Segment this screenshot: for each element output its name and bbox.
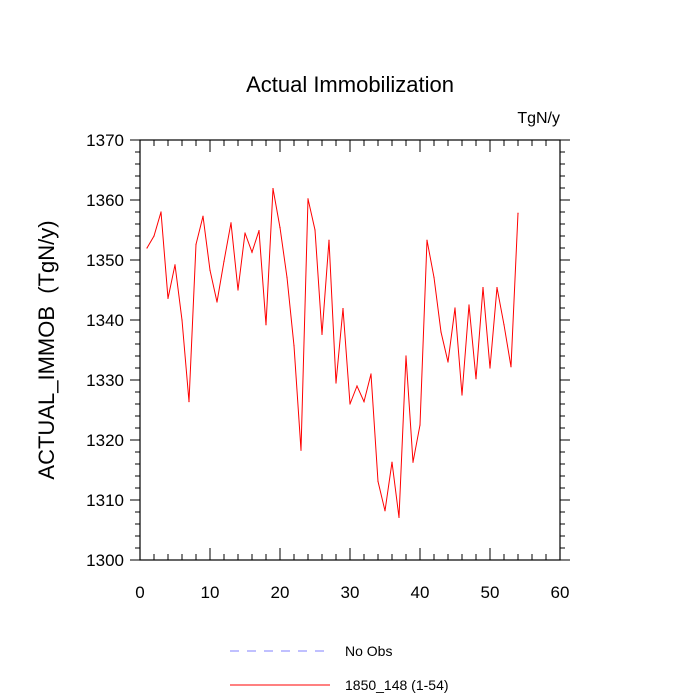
x-tick-label: 30	[341, 583, 360, 602]
data-point	[426, 239, 428, 241]
data-point	[321, 333, 323, 335]
y-tick-label: 1370	[86, 131, 124, 150]
y-tick-label: 1340	[86, 311, 124, 330]
data-point	[181, 319, 183, 321]
data-point	[307, 198, 309, 200]
chart-title: Actual Immobilization	[246, 72, 454, 97]
data-point	[230, 222, 232, 224]
data-point	[202, 215, 204, 217]
series-group	[146, 188, 519, 519]
data-point	[412, 461, 414, 463]
y-tick-label: 1350	[86, 251, 124, 270]
data-point	[286, 276, 288, 278]
data-point	[174, 264, 176, 266]
data-point	[160, 211, 162, 213]
minor-ticks	[135, 140, 565, 560]
x-tick-label: 0	[135, 583, 144, 602]
units-label: TgN/y	[517, 110, 560, 127]
plot-frame	[139, 139, 561, 561]
data-point	[517, 212, 519, 214]
data-point	[482, 287, 484, 289]
data-point	[237, 289, 239, 291]
data-point	[244, 232, 246, 234]
data-point	[272, 188, 274, 190]
data-point	[167, 297, 169, 299]
data-point	[440, 331, 442, 333]
x-tick-labels: 0 10 20 30 40 50 60	[135, 583, 569, 602]
data-point	[258, 230, 260, 232]
y-tick-label: 1310	[86, 491, 124, 510]
data-point	[461, 394, 463, 396]
x-tick-label: 50	[481, 583, 500, 602]
data-point	[188, 401, 190, 403]
data-point	[468, 304, 470, 306]
y-tick-labels: 1300 1310 1320 1330 1340 1350 1360 1370	[86, 131, 124, 570]
data-point	[153, 235, 155, 237]
data-point	[265, 324, 267, 326]
data-point	[335, 382, 337, 384]
data-point	[293, 345, 295, 347]
y-tick-label: 1300	[86, 551, 124, 570]
data-point	[223, 260, 225, 262]
data-point	[363, 401, 365, 403]
x-tick-label: 60	[551, 583, 570, 602]
data-point	[328, 239, 330, 241]
data-point	[314, 229, 316, 231]
data-point	[419, 424, 421, 426]
y-tick-label: 1330	[86, 371, 124, 390]
data-point	[510, 366, 512, 368]
data-point	[279, 227, 281, 229]
y-tick-label: 1320	[86, 431, 124, 450]
data-point	[356, 385, 358, 387]
data-point	[216, 301, 218, 303]
x-tick-label: 20	[271, 583, 290, 602]
data-point	[377, 480, 379, 482]
legend-no-obs-label: No Obs	[345, 643, 392, 659]
data-point	[496, 287, 498, 289]
x-tick-label: 40	[411, 583, 430, 602]
data-point	[146, 247, 148, 249]
data-point	[300, 449, 302, 451]
legend: No Obs 1850_148 (1-54)	[230, 643, 449, 693]
series-line	[146, 188, 519, 518]
data-point	[475, 378, 477, 380]
data-point	[447, 361, 449, 363]
y-tick-label: 1360	[86, 191, 124, 210]
data-point	[195, 243, 197, 245]
data-point	[503, 324, 505, 326]
data-point	[489, 367, 491, 369]
y-axis-label: ACTUAL_IMMOB (TgN/y)	[34, 220, 59, 479]
data-point	[384, 510, 386, 512]
data-point	[209, 269, 211, 271]
data-point	[342, 308, 344, 310]
data-point	[398, 516, 400, 519]
data-point	[433, 276, 435, 278]
data-point	[349, 403, 351, 405]
legend-series-label: 1850_148 (1-54)	[345, 677, 449, 693]
data-point	[391, 461, 393, 463]
x-tick-label: 10	[201, 583, 220, 602]
data-point	[370, 373, 372, 375]
data-point	[405, 355, 407, 357]
data-point	[454, 307, 456, 309]
data-point	[251, 251, 253, 253]
